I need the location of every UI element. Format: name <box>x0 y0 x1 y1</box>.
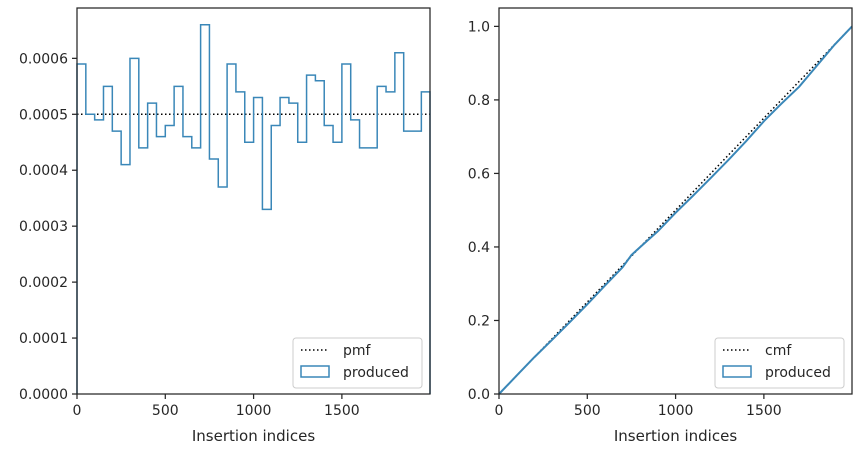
cmf-x-ticks: 0 500 1000 1500 <box>495 394 782 419</box>
cmf-x-axis-label: Insertion indices <box>614 427 737 445</box>
cmf-y-tick-label: 0.8 <box>468 93 490 109</box>
cmf-x-tick-label: 0 <box>495 403 504 419</box>
pmf-panel: 0 500 1000 1500 0.00000.00010.00020.00030.0… <box>19 7 431 445</box>
pmf-plot-area <box>76 24 431 394</box>
pmf-legend-produced-swatch <box>300 365 330 378</box>
pmf-legend-pmf-label: pmf <box>343 343 372 359</box>
cmf-axes-frame <box>498 7 853 395</box>
pmf-y-ticks: 0.0000 0.0001 0.0002 0.0003 0.0004 0.0005 0.00… <box>19 51 77 403</box>
pmf-y-tick-label: 0.0000 <box>19 387 68 403</box>
cmf-y-tick-label: 1.0 <box>468 19 490 35</box>
pmf-y-tick-label: 0.0006 <box>19 51 68 67</box>
pmf-legend-produced-label: produced <box>343 365 409 381</box>
cmf-x-tick-label: 1000 <box>658 403 694 419</box>
cmf-y-tick-label: 0.2 <box>468 313 490 329</box>
cmf-plot-area <box>498 25 853 395</box>
cmf-x-tick-label: 500 <box>574 403 601 419</box>
pmf-x-tick-label: 0 <box>73 403 82 419</box>
cmf-legend-produced-label: produced <box>765 365 831 381</box>
pmf-x-ticks: 0 500 1000 1500 <box>73 394 360 419</box>
pmf-x-axis-label: Insertion indices <box>192 427 315 445</box>
cmf-x-tick-label: 1500 <box>746 403 782 419</box>
cmf-panel: 0 500 1000 1500 0.0 0.2 0.4 0.6 0.8 1.0 Insertio… <box>468 7 853 445</box>
cmf-y-ticks: 0.0 0.2 0.4 0.6 0.8 1.0 <box>468 19 499 403</box>
pmf-y-tick-label: 0.0004 <box>19 163 68 179</box>
pmf-y-tick-label: 0.0003 <box>19 219 68 235</box>
pmf-y-tick-label: 0.0005 <box>19 107 68 123</box>
pmf-x-tick-label: 1500 <box>324 403 360 419</box>
pmf-y-tick-label: 0.0002 <box>19 275 68 291</box>
cmf-legend-cmf-label: cmf <box>765 343 792 359</box>
cmf-y-tick-label: 0.4 <box>468 240 490 256</box>
pmf-series-produced-step <box>76 24 431 394</box>
cmf-legend: cmf produced <box>714 337 845 389</box>
cmf-y-tick-label: 0.6 <box>468 166 490 182</box>
cmf-y-tick-label: 0.0 <box>468 387 490 403</box>
pmf-x-tick-label: 1000 <box>236 403 272 419</box>
cmf-series-produced-line <box>498 25 853 395</box>
pmf-x-tick-label: 500 <box>152 403 179 419</box>
pmf-legend: pmf produced <box>292 337 423 389</box>
pmf-y-tick-label: 0.0001 <box>19 331 68 347</box>
cmf-legend-produced-swatch <box>722 365 752 378</box>
